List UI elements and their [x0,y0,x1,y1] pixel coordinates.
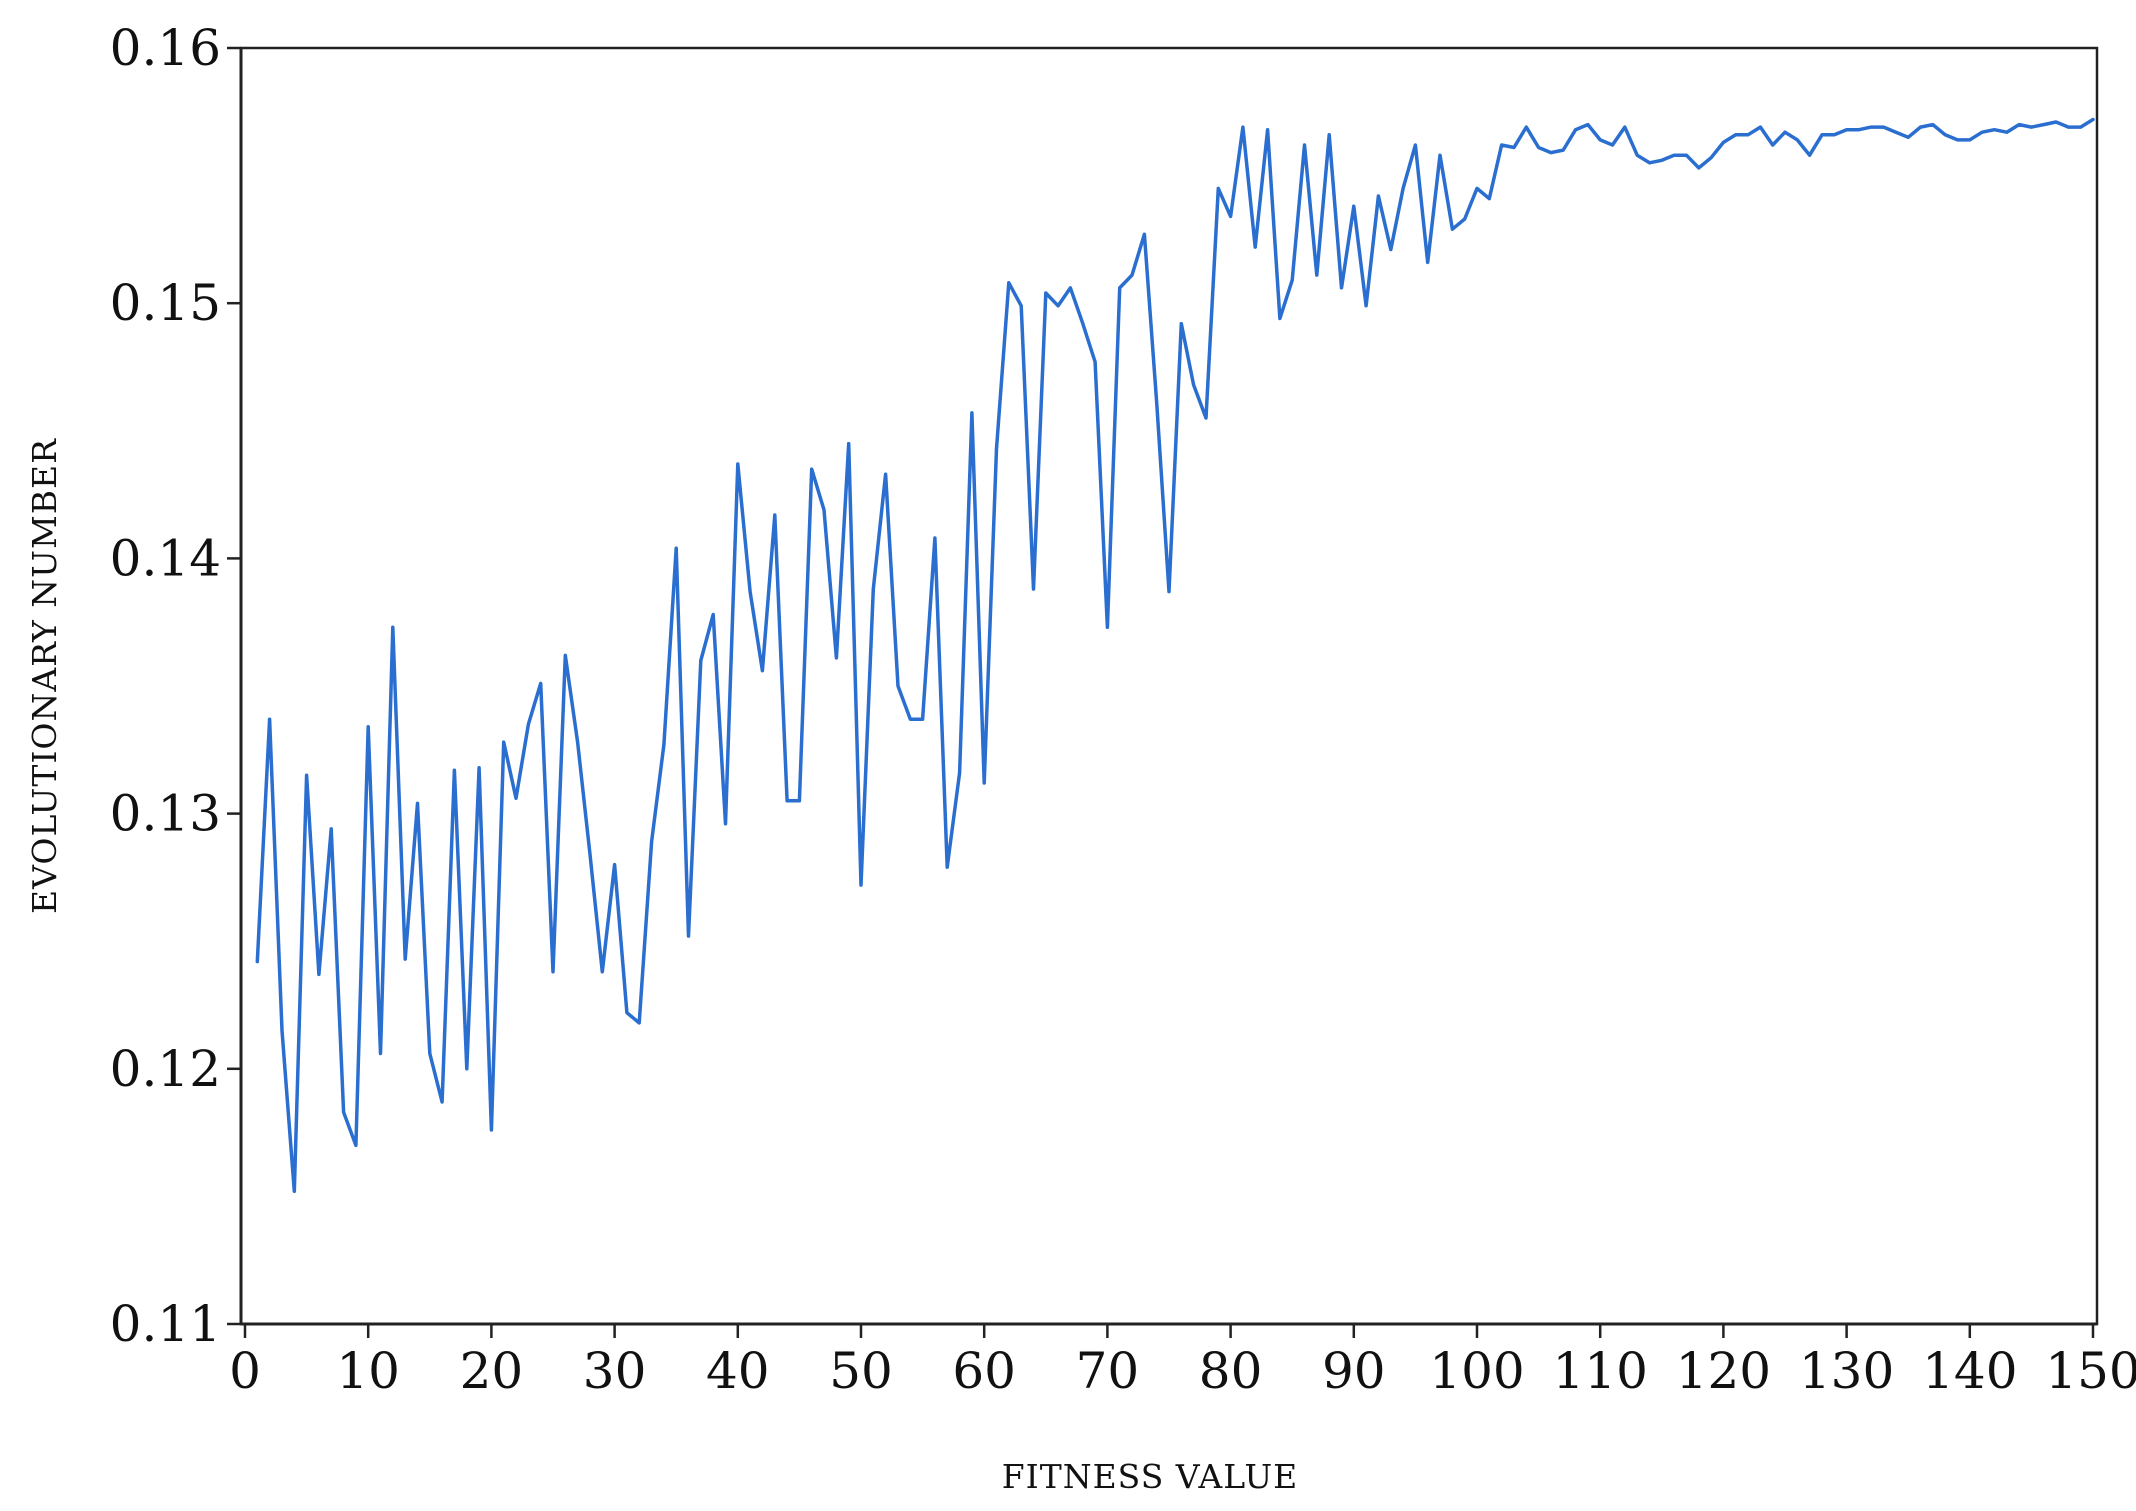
x-tick-label: 140 [1922,1342,2017,1400]
plot-frame [239,46,2099,1326]
x-tick-label: 130 [1799,1342,1894,1400]
x-axis-title: FITNESS VALUE [1002,1457,1298,1496]
x-tick-label: 90 [1322,1342,1386,1400]
x-tick-label: 50 [829,1342,893,1400]
y-axis-title: EVOLUTIONARY NUMBER [25,438,64,914]
y-tick-label: 0.12 [110,1040,221,1098]
series-points [257,119,2094,1192]
y-tick-label: 0.14 [110,529,221,587]
series-line [255,117,2095,1194]
y-tick-label: 0.11 [110,1295,221,1353]
x-tick-label: 20 [460,1342,524,1400]
x-tick-label: 40 [706,1342,770,1400]
x-tick-label: 10 [336,1342,400,1400]
x-tick-label: 0 [229,1342,261,1400]
x-tick-label: 80 [1199,1342,1263,1400]
y-tick-label: 0.15 [110,274,221,332]
y-tick-label: 0.16 [110,19,221,77]
x-tick-label: 120 [1676,1342,1771,1400]
x-tick-label: 70 [1076,1342,1140,1400]
y-tick-label: 0.13 [110,785,221,843]
x-axis-ticks: 0 10 20 30 40 50 60 70 80 90 100 110 120 130 140 150 [229,1324,2136,1400]
y-axis-ticks: 0.11 0.12 0.13 0.14 0.15 0.16 [110,19,241,1353]
x-tick-label: 30 [583,1342,647,1400]
x-tick-label: 110 [1552,1342,1647,1400]
x-tick-label: 100 [1429,1342,1524,1400]
x-tick-label: 60 [952,1342,1016,1400]
x-tick-label: 150 [2045,1342,2136,1400]
